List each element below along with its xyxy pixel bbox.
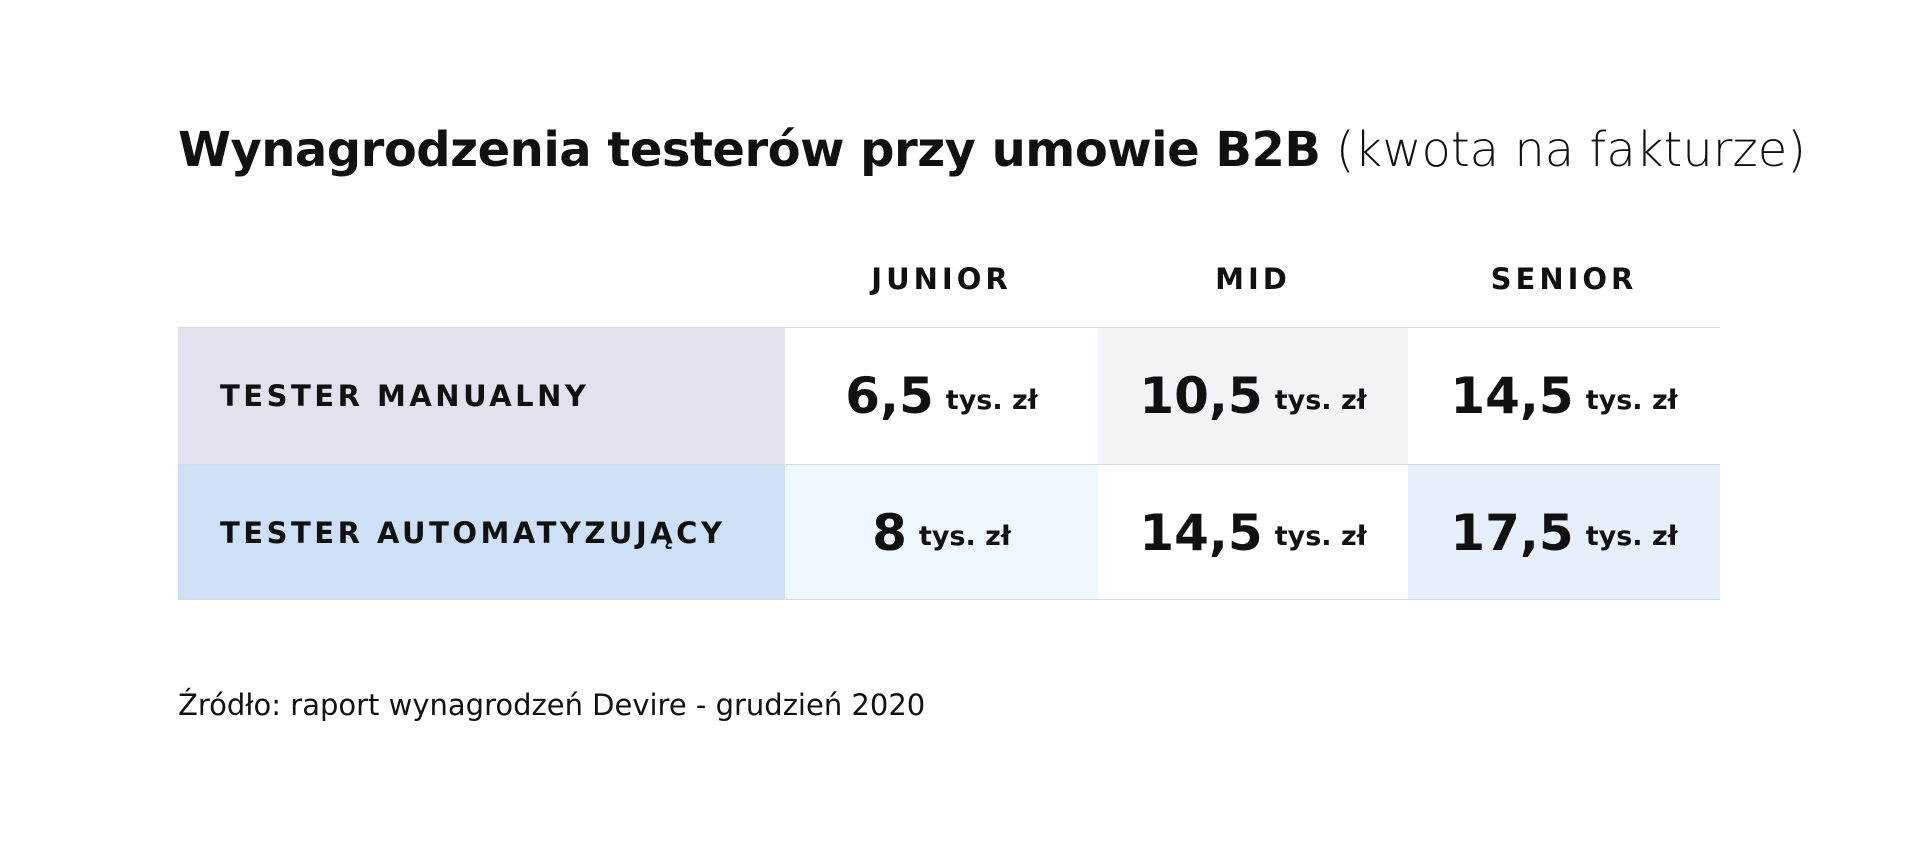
column-header: JUNIOR [871, 262, 1012, 296]
unit: tys. zł [945, 384, 1038, 416]
unit: tys. zł [1274, 384, 1367, 416]
value: 17,5 [1450, 503, 1574, 562]
title-main: Wynagrodzenia testerów przy umowie B2B [178, 122, 1321, 178]
value-cell: 14,5 tys. zł [1098, 464, 1408, 600]
value: 6,5 [845, 367, 934, 425]
value: 14,5 [1139, 503, 1263, 562]
title-suffix: (kwota na fakturze) [1335, 122, 1806, 178]
value-cell: 17,5 tys. zł [1408, 464, 1720, 600]
unit: tys. zł [1585, 384, 1678, 416]
value-cell: 10,5 tys. zł [1098, 327, 1408, 464]
row-label: TESTER AUTOMATYZUJĄCY [178, 464, 785, 600]
column-header: SENIOR [1490, 262, 1638, 296]
value: 10,5 [1139, 367, 1263, 425]
table-border [178, 599, 1720, 600]
unit: tys. zł [1274, 521, 1367, 552]
title: Wynagrodzenia testerów przy umowie B2B (… [178, 122, 1806, 178]
unit: tys. zł [1585, 521, 1678, 552]
value: 14,5 [1450, 367, 1574, 425]
source-note: Źródło: raport wynagrodzeń Devire - grud… [178, 688, 926, 722]
column-header: MID [1215, 262, 1291, 296]
row-label: TESTER MANUALNY [178, 327, 785, 464]
unit: tys. zł [918, 521, 1011, 552]
value-cell: 14,5 tys. zł [1408, 327, 1720, 464]
value: 8 [872, 503, 907, 562]
value-cell: 8 tys. zł [785, 464, 1098, 600]
value-cell: 6,5 tys. zł [785, 327, 1098, 464]
